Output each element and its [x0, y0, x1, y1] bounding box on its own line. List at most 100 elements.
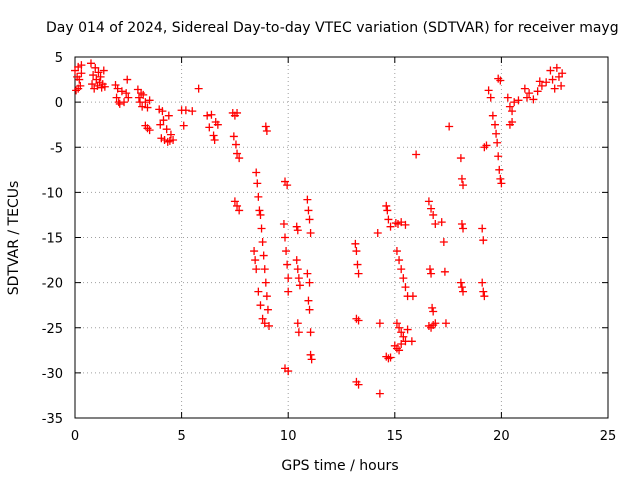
data-point: [494, 152, 503, 161]
y-tick-label: -5: [50, 141, 63, 156]
data-point: [441, 319, 450, 328]
data-point: [482, 141, 491, 150]
data-point: [123, 75, 132, 84]
data-point: [158, 107, 167, 116]
data-point: [284, 287, 293, 296]
data-point: [281, 233, 290, 242]
data-point: [295, 281, 304, 290]
data-point: [427, 204, 436, 213]
data-point: [194, 84, 203, 93]
data-point: [210, 136, 219, 145]
data-point: [294, 274, 303, 283]
data-point: [169, 136, 178, 145]
data-point: [235, 206, 244, 215]
data-point: [260, 319, 269, 328]
data-point: [508, 117, 517, 126]
data-point: [231, 140, 240, 149]
data-point: [120, 98, 129, 107]
data-point: [552, 63, 561, 72]
data-point: [306, 350, 315, 359]
data-point: [478, 224, 487, 233]
y-tick-labels: 5 0 -5 -10 -15 -20 -25 -30 -35: [42, 51, 63, 427]
data-point: [548, 75, 557, 84]
data-point: [159, 116, 168, 125]
data-point: [384, 215, 393, 224]
data-point: [431, 319, 440, 328]
data-point: [492, 129, 501, 138]
data-point: [253, 179, 262, 188]
data-point: [139, 90, 148, 99]
data-point: [143, 103, 152, 112]
data-point: [520, 84, 529, 93]
data-point: [305, 278, 314, 287]
data-point: [261, 122, 270, 131]
data-point: [292, 256, 301, 265]
data-point: [351, 239, 360, 248]
data-point: [252, 265, 261, 274]
data-point: [258, 314, 267, 323]
data-point: [262, 127, 271, 136]
data-point: [457, 283, 466, 292]
data-point: [303, 195, 312, 204]
data-point: [407, 337, 416, 346]
data-point: [88, 80, 97, 89]
data-point: [86, 59, 95, 68]
data-point: [457, 174, 466, 183]
y-tick-label: -35: [42, 412, 63, 427]
data-point: [138, 102, 147, 111]
data-point: [141, 98, 150, 107]
data-point: [188, 107, 197, 116]
data-point: [304, 296, 313, 305]
data-point: [124, 93, 133, 102]
data-point: [459, 224, 468, 233]
data-point: [373, 228, 382, 237]
data-point: [96, 72, 105, 81]
data-point: [493, 138, 502, 147]
data-point: [399, 332, 408, 341]
data-point: [254, 192, 263, 201]
data-point: [156, 120, 165, 129]
data-point: [262, 292, 271, 301]
data-point: [257, 224, 266, 233]
data-point: [505, 102, 514, 111]
data-point: [386, 222, 395, 231]
data-point: [294, 328, 303, 337]
data-point: [260, 265, 269, 274]
data-point: [529, 95, 538, 104]
data-point: [478, 278, 487, 287]
data-point: [457, 219, 466, 228]
data-point: [550, 84, 559, 93]
data-point: [479, 236, 488, 245]
data-point: [306, 228, 315, 237]
data-point: [122, 89, 131, 98]
data-point: [403, 325, 412, 334]
x-tick-label: 10: [280, 429, 297, 444]
data-point: [383, 206, 392, 215]
data-point: [207, 110, 216, 119]
data-point: [535, 77, 544, 86]
data-point: [546, 66, 555, 75]
data-point: [439, 238, 448, 247]
tick-marks: [74, 56, 609, 419]
data-point: [353, 260, 362, 269]
data-point: [251, 256, 260, 265]
data-point: [284, 367, 293, 376]
data-point: [255, 206, 264, 215]
data-point: [145, 96, 154, 105]
data-point: [256, 210, 265, 219]
data-point: [397, 218, 406, 227]
data-point: [497, 179, 506, 188]
data-point: [397, 265, 406, 274]
data-point: [293, 226, 302, 235]
data-point: [166, 130, 175, 139]
data-point: [307, 355, 316, 364]
data-point: [437, 218, 446, 227]
data-point: [395, 346, 404, 355]
data-point: [91, 63, 100, 72]
data-point: [495, 165, 504, 174]
y-axis-label: SDTVAR / TECUs: [6, 181, 22, 296]
data-point: [375, 319, 384, 328]
x-tick-labels: 0 5 10 15 20 25: [71, 429, 616, 444]
data-point: [292, 222, 301, 231]
data-point: [213, 120, 222, 129]
